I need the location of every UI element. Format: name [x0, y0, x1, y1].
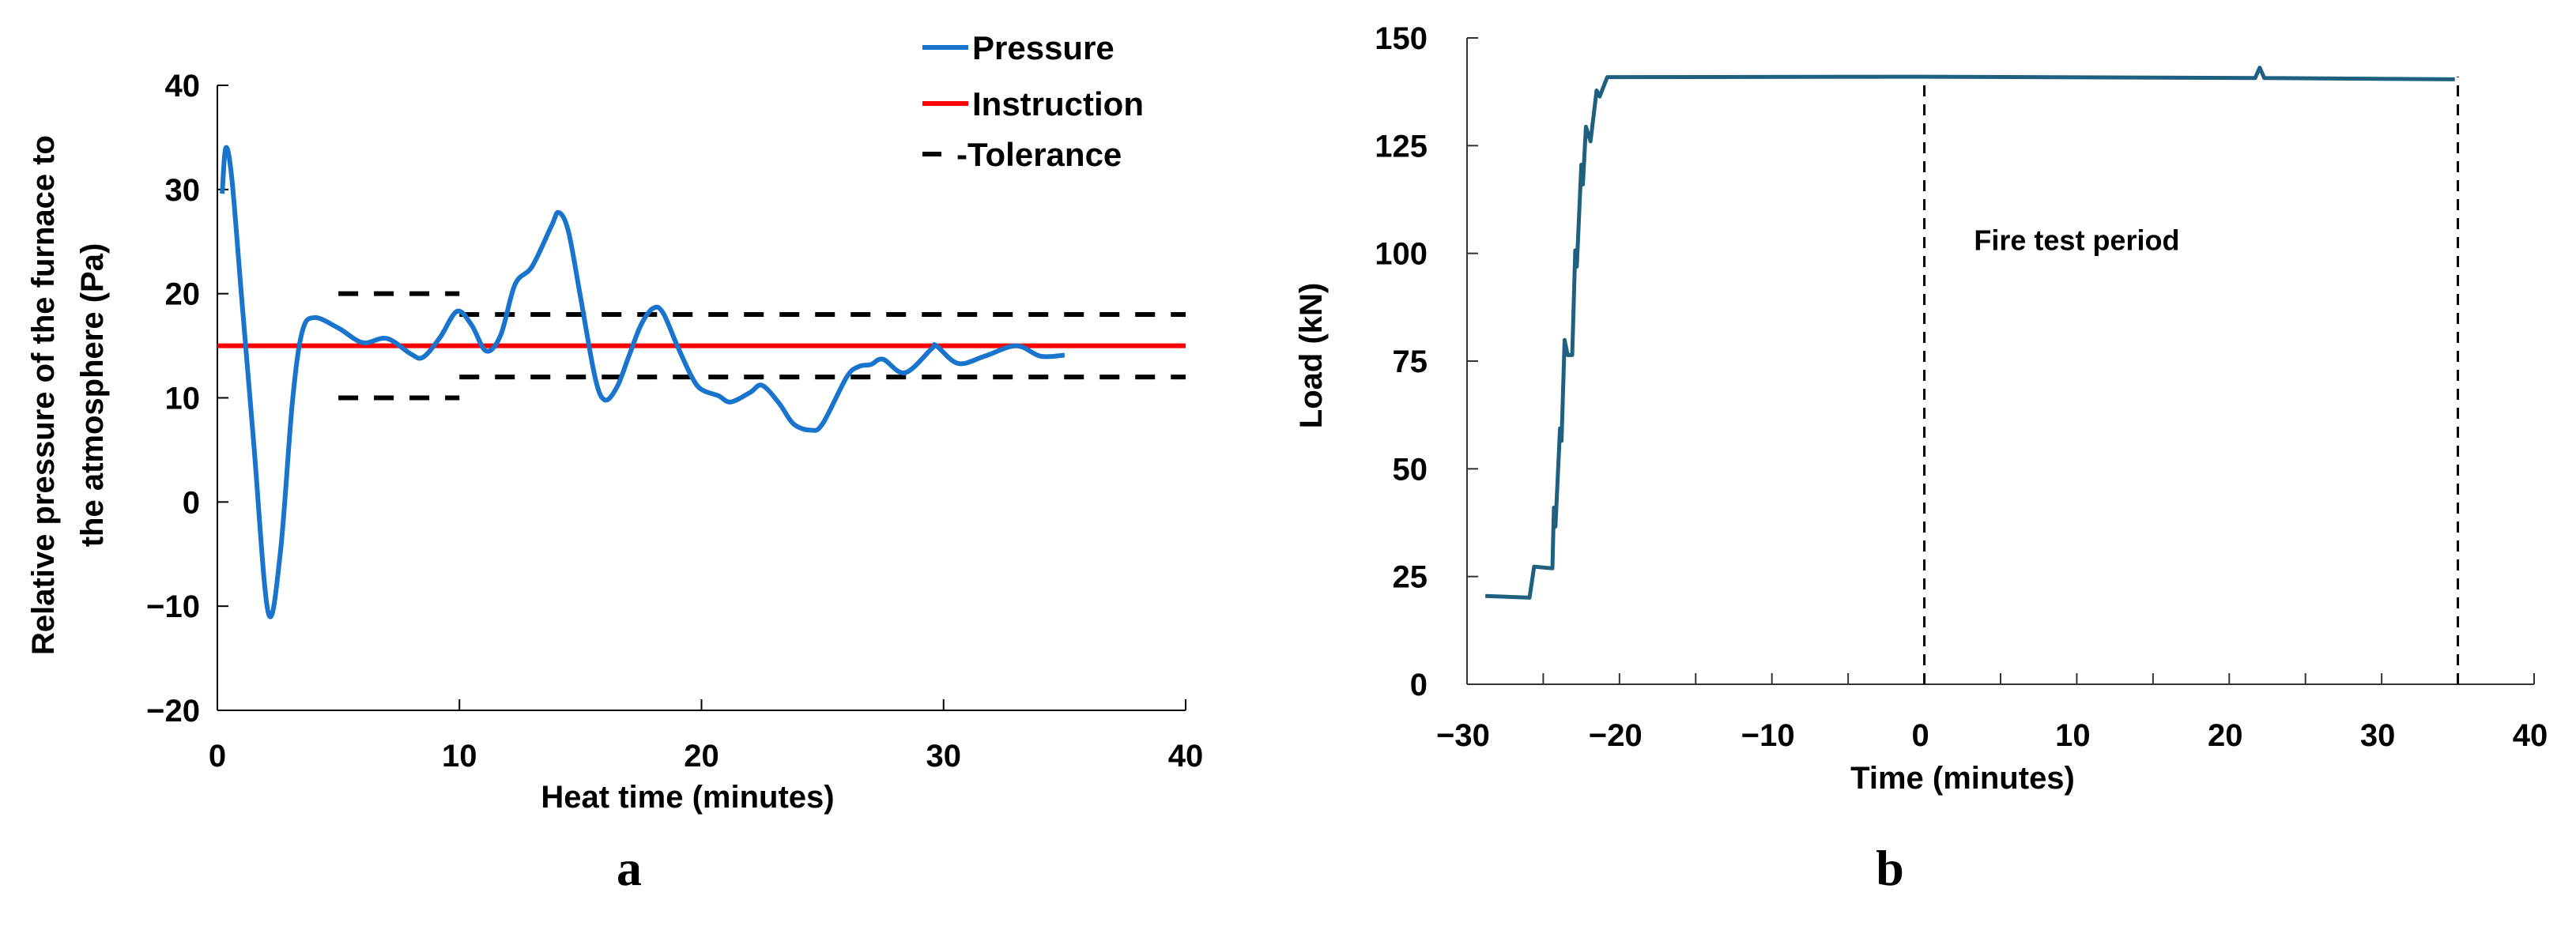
x-tick-label: 30: [2360, 718, 2396, 753]
y-tick-label: 30: [165, 173, 201, 208]
chart-b: Load (kN) Time (minutes) b Fire test per…: [1294, 21, 2548, 896]
y-axis-title-a: Relative pressure of the furnace to the …: [26, 135, 110, 655]
y-tick-label: 0: [1410, 668, 1428, 702]
x-axis-title-a: Heat time (minutes): [541, 780, 834, 815]
y-tick-label: 125: [1375, 129, 1428, 164]
x-tick-label: 30: [926, 739, 962, 774]
y-axis-title-line-2: the atmosphere (Pa): [75, 243, 110, 548]
x-tick-label: 0: [1911, 718, 1929, 753]
x-tick-label: 40: [1168, 739, 1204, 774]
x-tick-label: 0: [209, 739, 226, 774]
load-line: [1485, 66, 2455, 600]
chart-a: Relative pressure of the furnace to the …: [26, 29, 1203, 896]
y-tick-label: 25: [1393, 560, 1428, 595]
y-tick-label: 50: [1393, 452, 1428, 487]
x-tick-label: −10: [1741, 718, 1795, 753]
y-tick-label: −10: [146, 589, 200, 624]
y-tick-label: 75: [1393, 345, 1428, 379]
x-tick-label: 40: [2513, 718, 2548, 753]
annotation-fire-test-period: Fire test period: [1974, 224, 2179, 256]
y-tick-label: 10: [165, 382, 201, 416]
y-tick-label: 40: [165, 69, 201, 104]
pressure-line: [220, 145, 1065, 619]
x-tick-label: 10: [442, 739, 477, 774]
legend-label-pressure: Pressure: [972, 29, 1115, 66]
x-tick-label: 20: [2208, 718, 2243, 753]
panel-label-a: a: [617, 840, 642, 896]
legend-a: Pressure Instruction -Tolerance: [922, 29, 1144, 173]
x-axis-title-b: Time (minutes): [1850, 761, 2075, 796]
x-tick-label: −20: [1589, 718, 1643, 753]
y-axis-title-line-1: Relative pressure of the furnace to: [26, 135, 61, 655]
panel-label-b: b: [1876, 840, 1904, 896]
y-axis-title-b: Load (kN): [1294, 283, 1329, 428]
legend-label-instruction: Instruction: [972, 85, 1144, 122]
legend-label-tolerance: -Tolerance: [956, 136, 1122, 173]
y-tick-label: 0: [183, 485, 200, 520]
y-tick-label: 20: [165, 277, 201, 312]
x-tick-label: −30: [1436, 718, 1490, 753]
x-tick-label: 20: [684, 739, 719, 774]
y-tick-label: −20: [146, 694, 200, 729]
y-tick-label: 150: [1375, 21, 1428, 56]
x-tick-label: 10: [2055, 718, 2091, 753]
y-tick-label: 100: [1375, 237, 1428, 272]
